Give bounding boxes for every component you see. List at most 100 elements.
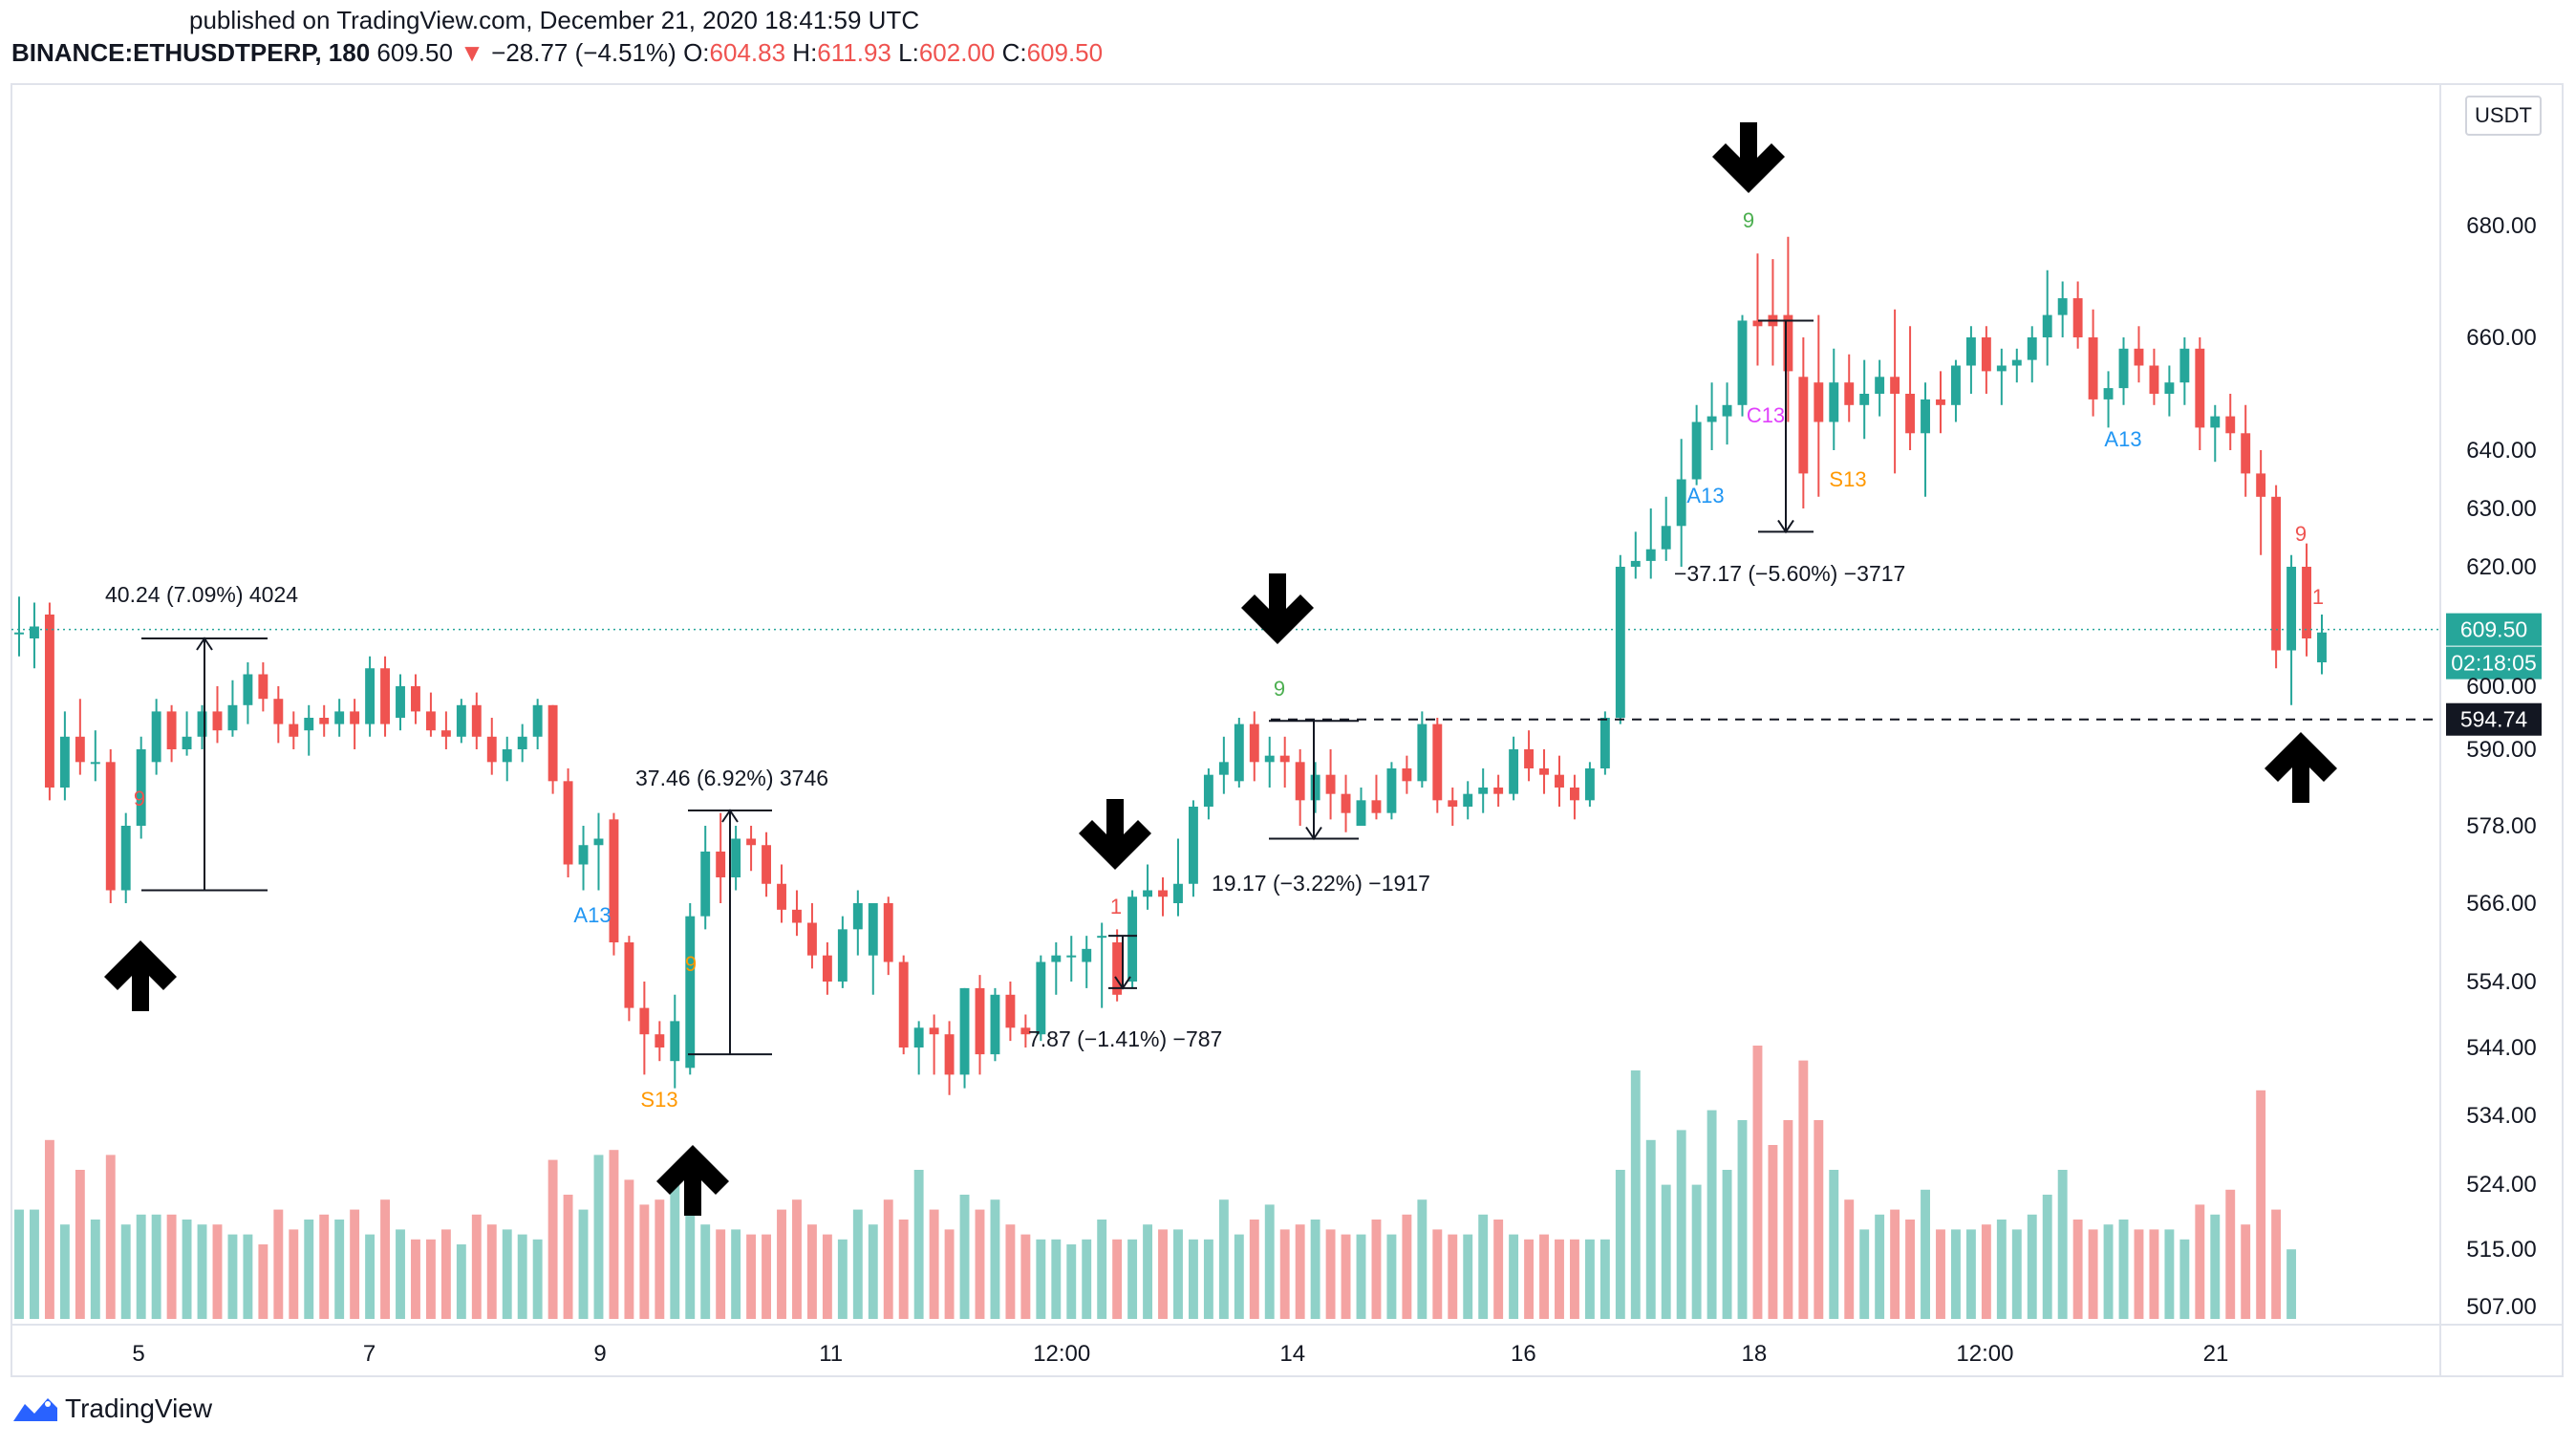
candle-body <box>258 674 268 700</box>
candle-body <box>2027 337 2037 360</box>
close-label: C: <box>1001 38 1027 67</box>
volume-bar <box>1844 1199 1855 1319</box>
volume-bar <box>746 1234 757 1319</box>
time-tick-label: 16 <box>1511 1341 1536 1367</box>
signal-label: 9 <box>1274 677 1285 701</box>
measure-label: 19.17 (−3.22%) −1917 <box>1212 871 1430 896</box>
signal-label: 9 <box>685 952 697 976</box>
volume-bar <box>59 1224 70 1319</box>
volume-bar <box>304 1220 314 1319</box>
volume-bars <box>14 1046 2297 1319</box>
candle-body <box>2195 348 2205 428</box>
volume-bar <box>486 1224 497 1319</box>
volume-bar <box>517 1234 527 1319</box>
candle-body <box>1295 762 1305 801</box>
candle-body <box>1798 377 1809 474</box>
measure-arrowhead <box>1777 519 1794 534</box>
candle-body <box>883 903 893 962</box>
volume-bar <box>380 1199 390 1319</box>
volume-bar <box>1371 1220 1382 1319</box>
time-tick-label: 5 <box>132 1341 144 1367</box>
change-arrow-icon: ▼ <box>460 38 484 67</box>
volume-bar <box>1981 1224 1991 1319</box>
candle-body <box>1097 936 1107 939</box>
volume-bar <box>273 1209 284 1319</box>
candle-body <box>1234 724 1244 782</box>
candle-body <box>700 852 711 917</box>
price-tick-label: 515.00 <box>2466 1237 2536 1263</box>
candle-body <box>1203 774 1213 807</box>
volume-bar <box>883 1199 893 1319</box>
volume-bar <box>1569 1239 1579 1319</box>
up-arrow-icon <box>656 1145 729 1216</box>
volume-bar <box>1448 1234 1458 1319</box>
volume-bar <box>1814 1120 1824 1319</box>
volume-bar <box>532 1239 543 1319</box>
volume-bar <box>1112 1239 1123 1319</box>
volume-bar <box>1097 1220 1107 1319</box>
volume-bar <box>197 1224 207 1319</box>
volume-bar <box>243 1234 253 1319</box>
measure-arrowhead <box>1305 826 1322 841</box>
volume-bar <box>837 1239 848 1319</box>
price-axis: 680.00 660.00 640.00 630.00 620.00 600.00 590.… <box>2466 106 2536 1320</box>
volume-bar <box>136 1214 146 1319</box>
up-arrow-icon <box>2265 732 2337 803</box>
volume-bar <box>1722 1170 1732 1319</box>
candle-body <box>471 704 482 737</box>
volume-bar <box>1310 1220 1320 1319</box>
candle-body <box>532 704 543 737</box>
volume-bar <box>609 1150 619 1319</box>
volume-bar <box>30 1209 39 1319</box>
candle-body <box>1630 560 1641 567</box>
candle-body <box>2042 314 2052 337</box>
candle-body <box>1539 768 1549 775</box>
volume-bar <box>166 1214 177 1319</box>
candle-body <box>14 632 24 635</box>
candle-body <box>1279 755 1290 763</box>
candle-body <box>2057 298 2068 315</box>
volume-bar <box>2225 1189 2236 1319</box>
volume-bar <box>731 1229 741 1319</box>
volume-bar <box>1417 1199 1428 1319</box>
volume-bar <box>547 1159 558 1319</box>
time-tick-label: 18 <box>1742 1341 1768 1367</box>
volume-bar <box>1463 1234 1473 1319</box>
symbol-name[interactable]: BINANCE:ETHUSDTPERP, 180 <box>11 38 371 67</box>
candle-body <box>898 961 909 1047</box>
candle-body <box>44 615 54 788</box>
volume-bar <box>1951 1229 1961 1319</box>
signal-label: A13 <box>573 903 611 927</box>
volume-bar <box>1707 1110 1717 1319</box>
volume-bar <box>1524 1239 1535 1319</box>
volume-bar <box>700 1224 711 1319</box>
volume-bar <box>578 1209 589 1319</box>
volume-bar <box>1036 1239 1046 1319</box>
candle-body <box>1371 800 1382 813</box>
candle-body <box>609 819 619 942</box>
currency-unit-button[interactable]: USDT <box>2465 96 2542 136</box>
candle-body <box>944 1034 955 1075</box>
candle-body <box>2179 348 2190 383</box>
candle-body <box>59 736 70 788</box>
candle-body <box>456 704 466 737</box>
volume-bar <box>1676 1130 1686 1319</box>
candle-body <box>913 1027 924 1047</box>
candle-body <box>792 909 802 923</box>
signal-label: 1 <box>1110 895 1122 918</box>
volume-bar <box>1539 1234 1549 1319</box>
volume-bar <box>471 1214 482 1319</box>
volume-bar <box>2256 1090 2266 1319</box>
candle-body <box>1051 955 1062 962</box>
candle-body <box>1264 755 1275 763</box>
low-label: L: <box>898 38 919 67</box>
candle-body <box>2118 348 2129 389</box>
candle-body <box>1691 421 1702 480</box>
price-tick-label: 507.00 <box>2466 1294 2536 1320</box>
volume-bar <box>1599 1239 1610 1319</box>
volume-bar <box>1752 1046 1763 1319</box>
candle-body <box>1509 749 1519 794</box>
signal-label: 9 <box>134 787 145 810</box>
tradingview-logo[interactable]: TradingView <box>11 1393 212 1424</box>
